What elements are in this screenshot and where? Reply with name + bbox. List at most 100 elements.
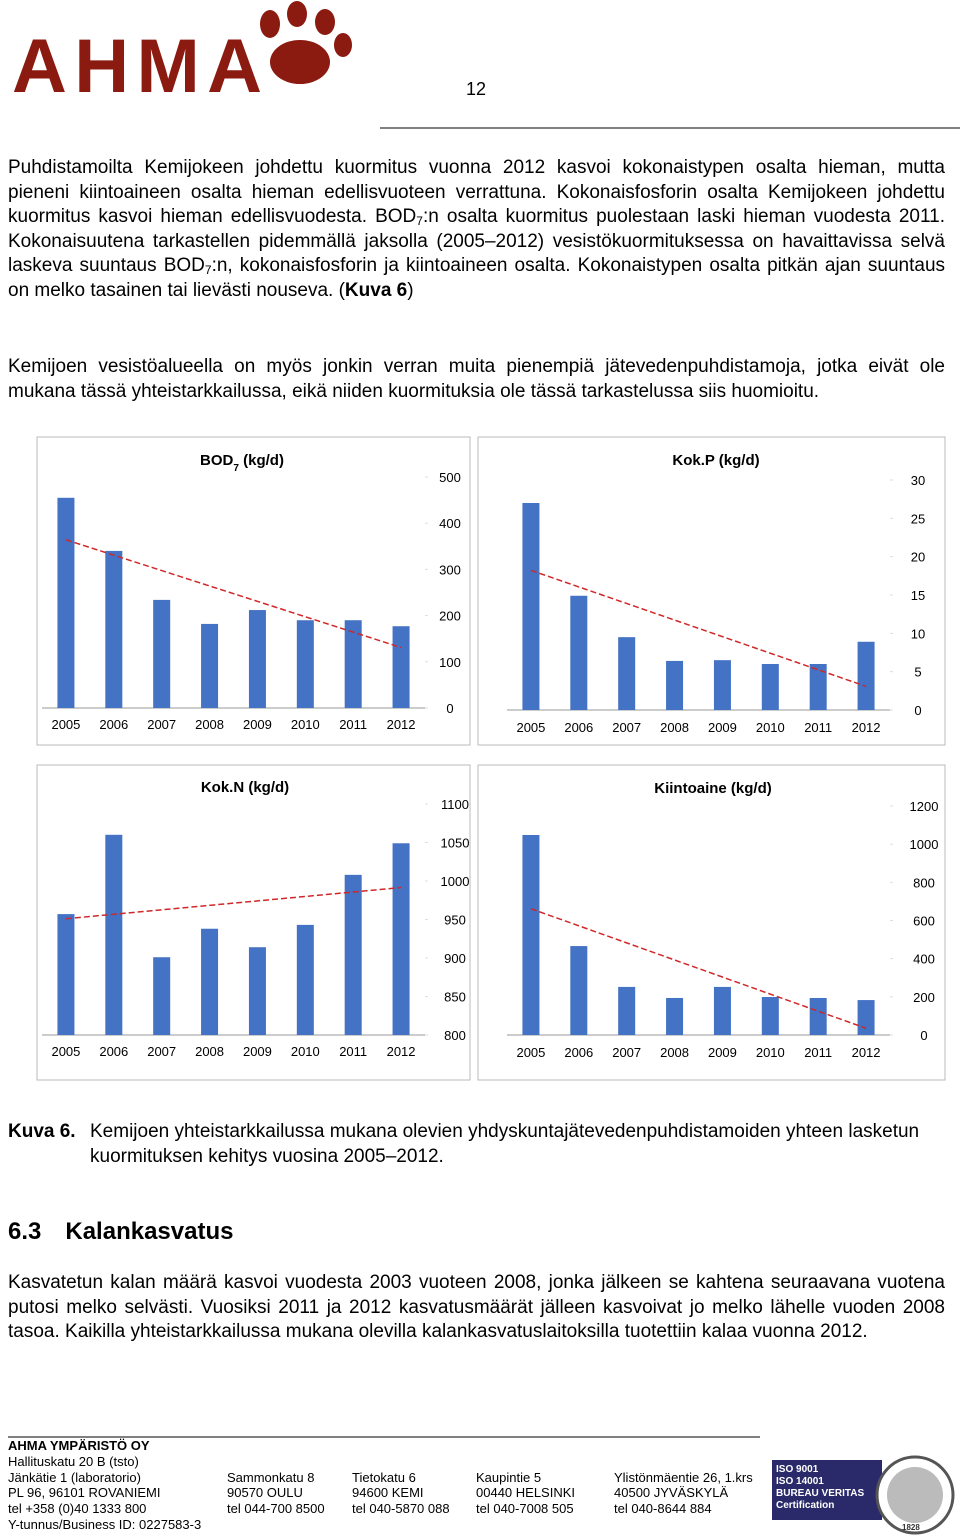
trend-line (530, 908, 867, 1029)
footer-line: 94600 KEMI (352, 1485, 424, 1501)
chart-frame (477, 764, 946, 1081)
bar (522, 835, 540, 1035)
bar (344, 874, 362, 1035)
cert-text: ISO 9001 ISO 14001 BUREAU VERITAS Certifica… (776, 1464, 920, 1532)
y-tick-label: 25 (911, 511, 925, 526)
bar (248, 947, 266, 1035)
bar (296, 620, 314, 708)
bar (153, 599, 171, 708)
bar (618, 986, 636, 1035)
footer-line: PL 96, 96101 ROVANIEMI (8, 1485, 161, 1501)
x-tick-label: 2008 (195, 1044, 224, 1059)
y-tick-label: 1000 (910, 837, 939, 852)
footer-line: tel 044-700 8500 (227, 1501, 325, 1517)
footer-line: tel 040-8644 884 (614, 1501, 712, 1517)
bar (344, 620, 362, 708)
cert-line: ISO 14001 (776, 1476, 824, 1487)
cert-logo (772, 1455, 955, 1535)
cert-line: ISO 9001 (776, 1464, 819, 1475)
y-tick-label: 400 (439, 516, 461, 531)
x-tick-label: 2005 (51, 1044, 80, 1059)
trend-line (530, 569, 867, 688)
caption-label: Kuva 6. (8, 1121, 76, 1142)
x-tick-label: 2005 (516, 1045, 545, 1060)
bar (105, 834, 123, 1035)
x-tick-label: 2011 (804, 720, 832, 735)
bar (857, 1000, 875, 1035)
footer-column: Ylistönmäentie 26, 1.krs 40500 JYVÄSKYLÄ t… (614, 1470, 753, 1517)
bar (570, 946, 588, 1035)
section-number: 6.3 (8, 1218, 42, 1245)
x-tick-label: 2005 (51, 717, 80, 732)
x-tick-label: 2012 (387, 717, 416, 732)
y-tick-label: 15 (911, 588, 925, 603)
y-tick-label: 20 (911, 550, 925, 565)
title-run: Kiintoaine (kg/d) (654, 780, 772, 797)
x-tick-label: 2007 (147, 1044, 176, 1059)
bar (296, 924, 314, 1035)
chart-frame (36, 764, 471, 1081)
y-tick-label: 300 (439, 562, 461, 577)
text-run: 7 (416, 214, 423, 228)
cert-line: BUREAU VERITAS (776, 1488, 865, 1499)
y-tick-label: 400 (913, 952, 935, 967)
bar (809, 997, 827, 1035)
section-title: Kalankasvatus (65, 1218, 234, 1245)
company: AHMA YMPÄRISTÖ OY (8, 1438, 150, 1453)
y-tick-label: 10 (911, 626, 925, 641)
x-tick-label: 2010 (756, 720, 785, 735)
y-tick-label: 1050 (441, 836, 470, 851)
bar (713, 986, 731, 1035)
y-tick-label: 30 (911, 473, 925, 488)
paragraph: Kemijoen vesistöalueella on myös jonkin … (8, 355, 945, 404)
x-tick-label: 2009 (708, 1045, 737, 1060)
caption: Kuva 6. Kemijoen yhteistarkkailussa muka… (8, 1120, 945, 1169)
footer-line: tel +358 (0)40 1333 800 (8, 1501, 147, 1517)
y-tick-label: 600 (913, 914, 935, 929)
footer-column: Kaupintie 5 00440 HELSINKI tel 040-7008 50… (476, 1470, 575, 1517)
bar (392, 626, 410, 708)
x-tick-label: 2006 (564, 720, 593, 735)
x-tick-label: 2009 (243, 717, 272, 732)
bar (153, 957, 171, 1035)
chart-frame (477, 436, 946, 746)
text-run: Puhdistamoilta Kemijokeen johdettu kuorm… (8, 157, 945, 227)
bar (761, 664, 779, 710)
x-tick-label: 2008 (195, 717, 224, 732)
bar (201, 623, 219, 708)
footer-line: 40500 JYVÄSKYLÄ (614, 1485, 729, 1501)
x-tick-label: 2006 (99, 717, 128, 732)
x-tick-label: 2010 (756, 1045, 785, 1060)
footer-line: Tietokatu 6 (352, 1469, 416, 1485)
chart: Kok.N (kg/d) 800 850 900 950 1000 1050 1100 2005… (36, 764, 471, 1081)
bar (57, 914, 75, 1035)
cert-line: 1828 (902, 1523, 920, 1532)
bar (248, 610, 266, 708)
y-tick-label: 500 (439, 470, 461, 485)
x-tick-label: 2008 (660, 720, 689, 735)
title-run: Kok.P (672, 452, 715, 469)
x-tick-label: 2012 (387, 1044, 416, 1059)
x-tick-label: 2006 (564, 1045, 593, 1060)
y-tick-label: 900 (444, 951, 466, 966)
title-run: 7 (233, 463, 239, 474)
cert-line: Certification (776, 1500, 835, 1511)
y-tick-label: 5 (914, 665, 921, 680)
title-run: (kg/d) (239, 452, 284, 469)
chart-frame (36, 436, 471, 746)
y-tick-label: 100 (439, 655, 461, 670)
caption-text: Kemijoen yhteistarkkailussa mukana olevi… (90, 1121, 920, 1167)
y-tick-label: 800 (913, 875, 935, 890)
text-run: Kuva 6 (344, 279, 408, 301)
text-run: ) (407, 279, 414, 301)
bar (666, 997, 684, 1035)
footer-line: 90570 OULU (227, 1485, 303, 1501)
chart-title: Kiintoaine (kg/d) (654, 780, 772, 797)
bar (809, 664, 827, 710)
text-run: Kemijoen vesistöalueella on myös jonkin … (8, 356, 945, 402)
chart: BOD7 (kg/d) 0 100 200 300 400 500 2005 2006 2007 2… (36, 436, 471, 746)
y-tick-label: 1200 (910, 799, 939, 814)
footer-line: Kaupintie 5 (476, 1469, 542, 1485)
